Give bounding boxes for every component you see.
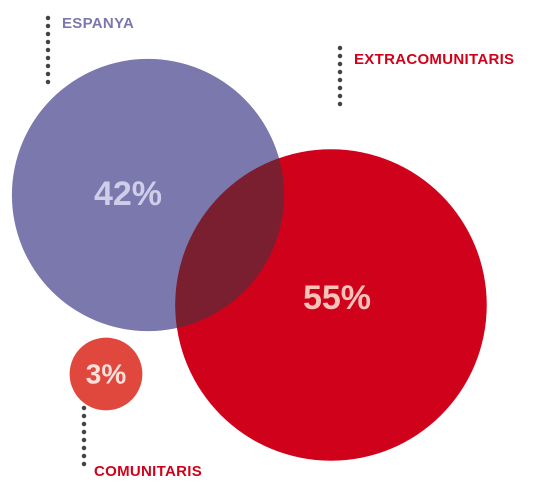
value-label: 42% [94,175,162,213]
category-label: COMUNITARIS [94,463,202,480]
overlap [175,149,285,332]
value-label: 55% [303,279,371,317]
bubble [69,337,143,411]
bubbles: 42% 55% 3% [11,58,487,461]
value-label: 3% [86,358,127,389]
category-label: EXTRACOMUNITARIS [354,51,514,68]
category-label: ESPANYA [62,15,134,32]
